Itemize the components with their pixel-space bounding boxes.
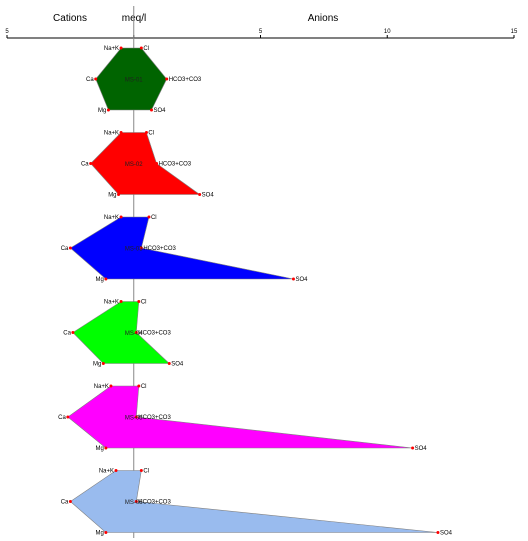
anion-label: Cl	[141, 300, 147, 306]
anions-header: Anions	[308, 13, 339, 24]
cation-label: Mg	[98, 108, 106, 114]
cation-label: Ca	[61, 500, 69, 506]
vertex-marker	[411, 446, 415, 450]
vertex-marker	[134, 331, 138, 334]
cation-label: Na+K	[94, 384, 109, 390]
anion-label: SO4	[153, 108, 166, 114]
sample-label: MS-03	[125, 247, 143, 253]
cation-label: Ca	[61, 246, 69, 252]
stiff-sample: Na+K Ca Mg Cl HCO3+CO3 SO4 MS-05	[58, 384, 427, 452]
vertex-marker	[109, 384, 113, 388]
vertex-marker	[101, 362, 105, 365]
vertex-marker	[144, 131, 148, 134]
vertex-marker	[165, 77, 169, 81]
vertex-marker	[104, 277, 108, 281]
cation-label: Ca	[58, 415, 66, 421]
stiff-sample: Na+K Ca Mg Cl HCO3+CO3 SO4 MS-06	[61, 469, 453, 537]
stiff-plot-area: Na+K Ca Mg Cl HCO3+CO3 SO4 MS-01 Na+K Ca Mg Cl HCO3…	[58, 46, 452, 537]
cation-label: Mg	[93, 362, 101, 368]
vertex-marker	[119, 131, 123, 134]
sample-label: MS-05	[125, 416, 143, 422]
vertex-marker	[94, 77, 98, 81]
vertex-marker	[436, 531, 440, 534]
cation-label: Mg	[96, 277, 104, 283]
vertex-marker	[139, 469, 143, 472]
anion-label: Cl	[151, 215, 157, 221]
anion-label: SO4	[171, 362, 184, 368]
cation-label: Mg	[96, 531, 104, 537]
cation-label: Na+K	[104, 131, 119, 137]
cation-label: Mg	[108, 193, 116, 199]
vertex-marker	[155, 162, 159, 165]
x-tick-label: 5	[259, 29, 263, 35]
anion-label: HCO3+CO3	[159, 162, 192, 168]
anion-label: Cl	[143, 469, 149, 475]
vertex-marker	[139, 46, 143, 50]
vertex-marker	[134, 415, 138, 419]
cations-header: Cations	[53, 13, 87, 24]
cation-label: Ca	[81, 162, 89, 168]
vertex-marker	[117, 193, 121, 196]
vertex-marker	[198, 193, 202, 196]
stiff-sample: Na+K Ca Mg Cl HCO3+CO3 SO4 MS-01	[86, 46, 202, 114]
anion-label: HCO3+CO3	[143, 246, 176, 252]
cation-label: Ca	[63, 331, 71, 337]
sample-label: MS-01	[125, 78, 143, 84]
x-tick-label: 5	[5, 29, 9, 35]
vertex-marker	[167, 362, 171, 365]
vertex-marker	[114, 469, 118, 472]
cation-label: Ca	[86, 77, 94, 83]
vertex-marker	[66, 415, 70, 419]
cation-label: Na+K	[104, 46, 119, 52]
vertex-marker	[104, 446, 108, 450]
sample-label: MS-06	[125, 500, 143, 506]
anion-label: HCO3+CO3	[138, 415, 171, 421]
vertex-marker	[134, 500, 138, 503]
cation-label: Mg	[96, 446, 104, 452]
x-tick-label: 15	[511, 29, 518, 35]
vertex-marker	[71, 331, 75, 334]
vertex-marker	[139, 246, 143, 250]
vertex-marker	[68, 500, 72, 503]
cation-label: Na+K	[104, 300, 119, 306]
vertex-marker	[291, 277, 295, 281]
anion-label: Cl	[143, 46, 149, 52]
sample-label: MS-02	[125, 162, 143, 168]
vertex-marker	[137, 300, 141, 303]
stiff-sample: Na+K Ca Mg Cl HCO3+CO3 SO4 MS-03	[61, 215, 308, 283]
anion-label: SO4	[295, 277, 308, 283]
x-tick-label: 10	[384, 29, 391, 35]
vertex-marker	[104, 531, 108, 534]
sample-polygon	[67, 385, 413, 449]
cation-label: Na+K	[99, 469, 114, 475]
vertex-marker	[119, 46, 123, 50]
stiff-sample: Na+K Ca Mg Cl HCO3+CO3 SO4 MS-02	[81, 131, 214, 199]
vertex-marker	[119, 300, 123, 303]
anion-label: SO4	[440, 531, 453, 537]
vertex-marker	[119, 215, 123, 219]
meq-axis: 5 5 10 15	[5, 6, 518, 538]
vertex-marker	[106, 108, 110, 112]
anion-label: Cl	[141, 384, 147, 390]
anion-label: Cl	[148, 131, 154, 137]
anion-label: HCO3+CO3	[169, 77, 202, 83]
cation-label: Na+K	[104, 215, 119, 221]
anion-label: SO4	[202, 193, 215, 199]
vertex-marker	[147, 215, 151, 219]
vertex-marker	[68, 246, 72, 250]
anion-label: SO4	[415, 446, 428, 452]
stiff-sample: Na+K Ca Mg Cl HCO3+CO3 SO4 MS-04	[63, 300, 184, 368]
anion-label: HCO3+CO3	[138, 500, 171, 506]
vertex-marker	[137, 384, 141, 388]
sample-label: MS-04	[125, 331, 143, 337]
sample-polygon	[69, 216, 294, 280]
vertex-marker	[89, 162, 93, 165]
anion-label: HCO3+CO3	[138, 331, 171, 337]
vertex-marker	[149, 108, 153, 112]
